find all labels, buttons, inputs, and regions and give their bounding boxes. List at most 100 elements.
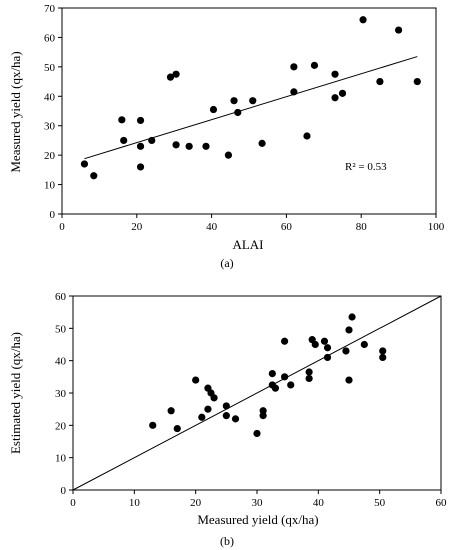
data-points-b: [149, 313, 387, 438]
data-point: [331, 70, 339, 78]
y-tick-label: 20: [55, 420, 67, 432]
plot-frame: [61, 7, 437, 215]
x-tick-label: 40: [206, 221, 218, 233]
data-point: [222, 402, 230, 410]
x-axis-title-a: ALAI: [232, 237, 263, 252]
reference-line-layer-b: [72, 295, 442, 491]
data-point: [149, 421, 157, 429]
x-tick-label: 40: [313, 497, 325, 509]
data-point: [172, 70, 180, 78]
y-tick-label: 30: [44, 121, 56, 133]
data-point: [148, 136, 156, 145]
data-point: [234, 108, 242, 117]
y-tick-label: 0: [61, 485, 67, 497]
data-point: [185, 142, 193, 150]
data-point: [342, 347, 350, 355]
data-point: [166, 73, 175, 81]
trendline: [84, 56, 418, 160]
data-point: [379, 353, 387, 362]
x-tick-label: 10: [129, 497, 141, 509]
x-tick-label: 100: [428, 221, 445, 233]
y-tick-label: 40: [44, 91, 56, 103]
data-point: [222, 412, 230, 420]
data-point: [192, 376, 200, 384]
data-point: [120, 136, 128, 145]
data-point: [305, 368, 313, 376]
data-point: [136, 163, 145, 171]
scatter-chart-a: 0 20 40 60 80 100 0 10 20 30 40 50 60 70 R² = 0.53 AL…: [8, 3, 445, 270]
data-point: [305, 374, 313, 383]
y-tick-label: 30: [55, 388, 67, 400]
y-tick-label: 40: [55, 356, 67, 368]
y-tick-label: 50: [55, 323, 67, 335]
x-tick-label: 0: [70, 497, 76, 509]
data-point: [209, 105, 218, 114]
data-point: [395, 26, 403, 34]
y-tick-label: 10: [44, 180, 56, 192]
data-point: [345, 326, 353, 334]
y-tick-label: 60: [55, 291, 67, 303]
data-point: [320, 337, 329, 345]
data-point: [259, 412, 267, 420]
panel-label-a: (a): [220, 256, 233, 270]
data-point: [310, 61, 319, 69]
data-point: [376, 77, 384, 86]
y-tick-label: 50: [44, 62, 56, 74]
data-point: [210, 394, 218, 402]
data-point: [379, 347, 387, 355]
x-axis-title-b: Measured yield (qx/ha): [197, 512, 318, 527]
data-point: [231, 415, 240, 423]
data-point: [303, 132, 311, 140]
x-tick-label: 20: [190, 497, 202, 509]
data-point: [311, 340, 319, 349]
axis-ticks-a: 0 20 40 60 80 100 0 10 20 30 40 50 60 70: [44, 3, 445, 233]
data-point: [224, 151, 233, 159]
data-point: [281, 373, 289, 381]
data-point: [167, 407, 175, 415]
data-point: [198, 413, 206, 421]
data-point: [118, 116, 126, 124]
data-point: [249, 97, 257, 105]
data-point: [202, 142, 210, 150]
scatter-chart-b: 0 10 20 30 40 50 60 0 10 20 30 40 50 60 Measured yiel…: [8, 291, 447, 548]
y-tick-label: 60: [44, 32, 56, 44]
data-point: [360, 340, 368, 349]
x-tick-label: 60: [436, 497, 448, 509]
y-tick-label: 10: [55, 453, 67, 465]
data-point: [80, 160, 89, 168]
data-point: [136, 142, 145, 150]
x-tick-label: 0: [59, 221, 65, 233]
data-point: [338, 89, 347, 97]
y-tick-label: 0: [50, 209, 56, 221]
panel-label-b: (b): [220, 534, 234, 548]
data-point: [230, 97, 238, 105]
y-tick-label: 70: [44, 3, 56, 15]
x-tick-label: 50: [374, 497, 386, 509]
r-squared-annotation: R² = 0.53: [345, 161, 387, 173]
data-point: [253, 429, 261, 438]
x-tick-label: 20: [131, 221, 143, 233]
y-tick-label: 20: [44, 150, 56, 162]
data-point: [323, 344, 332, 352]
data-point: [290, 63, 298, 71]
data-point: [136, 116, 145, 125]
data-point: [359, 16, 367, 24]
data-point: [348, 313, 356, 321]
data-point: [271, 384, 279, 392]
data-point: [173, 424, 181, 433]
x-tick-label: 30: [252, 497, 264, 509]
data-point: [287, 381, 295, 389]
data-point: [258, 139, 266, 147]
x-tick-label: 80: [356, 221, 368, 233]
y-axis-title-b: Estimated yield (qx/ha): [8, 332, 23, 454]
y-axis-title-a: Measured yield (qx/ha): [8, 51, 23, 172]
data-point: [172, 141, 180, 149]
x-tick-label: 60: [281, 221, 293, 233]
trendline-layer-a: [84, 56, 418, 160]
data-point: [90, 172, 98, 180]
axis-ticks-b: 0 10 20 30 40 50 60 0 10 20 30 40 50 60: [55, 291, 447, 509]
data-point: [281, 337, 289, 345]
data-point: [290, 88, 298, 96]
data-point: [331, 94, 339, 102]
